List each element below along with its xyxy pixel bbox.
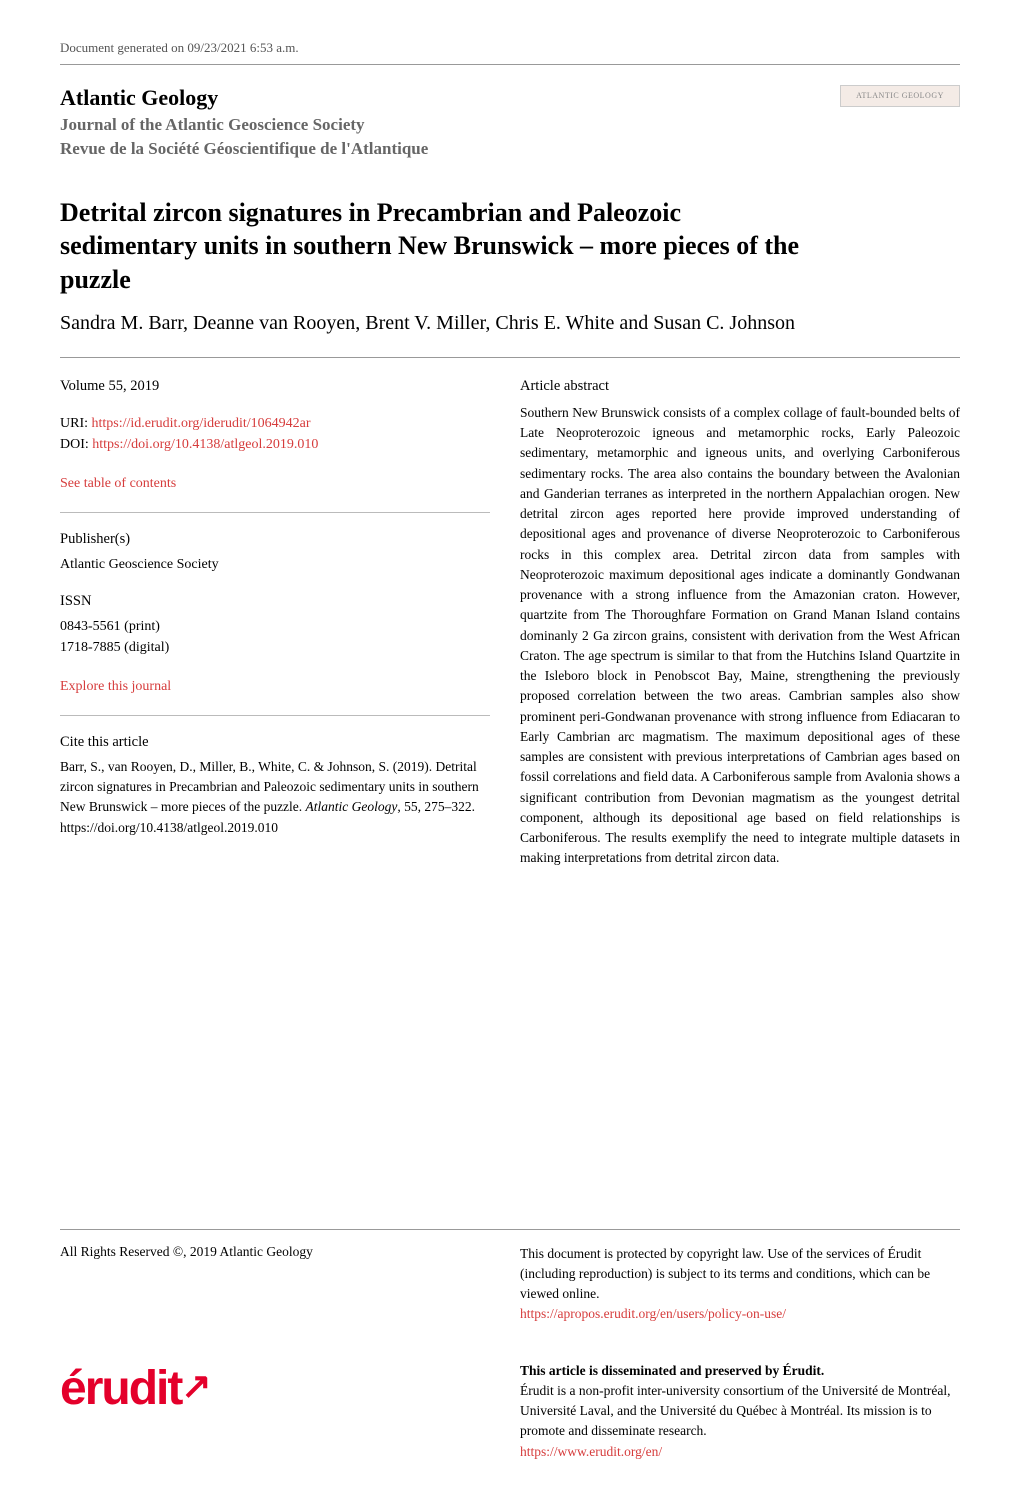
explore-block: Explore this journal bbox=[60, 676, 490, 697]
cite-journal: Atlantic Geology bbox=[306, 799, 398, 814]
explore-link[interactable]: Explore this journal bbox=[60, 679, 171, 694]
left-divider-1 bbox=[60, 512, 490, 513]
protected-block: This document is protected by copyright … bbox=[520, 1244, 960, 1325]
left-divider-2 bbox=[60, 715, 490, 716]
dissem-text: Érudit is a non-profit inter-university … bbox=[520, 1381, 960, 1442]
right-column: Article abstract Southern New Brunswick … bbox=[520, 378, 960, 869]
abstract-label: Article abstract bbox=[520, 378, 960, 395]
footer-right: This document is protected by copyright … bbox=[520, 1244, 960, 1341]
issn-block: ISSN 0843-5561 (print) 1718-7885 (digita… bbox=[60, 593, 490, 658]
article-authors: Sandra M. Barr, Deanne van Rooyen, Brent… bbox=[60, 309, 840, 337]
journal-logo: ATLANTIC GEOLOGY bbox=[840, 85, 960, 107]
issn-print: 0843-5561 (print) bbox=[60, 616, 490, 637]
publisher-text: Atlantic Geoscience Society bbox=[60, 554, 490, 575]
issn-digital: 1718-7885 (digital) bbox=[60, 637, 490, 658]
abstract-text: Southern New Brunswick consists of a com… bbox=[520, 403, 960, 869]
volume-line: Volume 55, 2019 bbox=[60, 378, 490, 395]
journal-subtitle-2: Revue de la Société Géoscientifique de l… bbox=[60, 137, 840, 161]
cite-text: Barr, S., van Rooyen, D., Miller, B., Wh… bbox=[60, 757, 490, 838]
bottom-divider bbox=[60, 1229, 960, 1230]
erudit-logo-text: érudit bbox=[60, 1362, 181, 1415]
erudit-desc: This article is disseminated and preserv… bbox=[520, 1361, 960, 1478]
header-row: Atlantic Geology Journal of the Atlantic… bbox=[60, 85, 960, 161]
doi-link[interactable]: https://doi.org/10.4138/atlgeol.2019.010 bbox=[92, 437, 318, 452]
erudit-arrow-icon: ↗ bbox=[181, 1365, 209, 1407]
publisher-block: Publisher(s) Atlantic Geoscience Society bbox=[60, 531, 490, 575]
top-divider bbox=[60, 64, 960, 65]
toc-link[interactable]: See table of contents bbox=[60, 476, 176, 491]
journal-subtitle-1: Journal of the Atlantic Geoscience Socie… bbox=[60, 113, 840, 137]
dissem-title: This article is disseminated and preserv… bbox=[520, 1361, 960, 1381]
cite-block: Cite this article Barr, S., van Rooyen, … bbox=[60, 734, 490, 838]
protected-text: This document is protected by copyright … bbox=[520, 1244, 960, 1305]
publisher-label: Publisher(s) bbox=[60, 531, 490, 548]
erudit-link[interactable]: https://www.erudit.org/en/ bbox=[520, 1444, 662, 1459]
volume-block: Volume 55, 2019 bbox=[60, 378, 490, 395]
left-column: Volume 55, 2019 URI: https://id.erudit.o… bbox=[60, 378, 490, 869]
doi-label: DOI: bbox=[60, 437, 92, 452]
uri-label: URI: bbox=[60, 416, 92, 431]
erudit-row: érudit↗ This article is disseminated and… bbox=[60, 1361, 960, 1478]
two-column-layout: Volume 55, 2019 URI: https://id.erudit.o… bbox=[60, 378, 960, 869]
footer-row: All Rights Reserved ©, 2019 Atlantic Geo… bbox=[60, 1244, 960, 1341]
document-generated-timestamp: Document generated on 09/23/2021 6:53 a.… bbox=[60, 40, 960, 56]
cite-label: Cite this article bbox=[60, 734, 490, 751]
issn-label: ISSN bbox=[60, 593, 490, 610]
uri-link[interactable]: https://id.erudit.org/iderudit/1064942ar bbox=[92, 416, 311, 431]
journal-block: Atlantic Geology Journal of the Atlantic… bbox=[60, 85, 840, 161]
journal-title: Atlantic Geology bbox=[60, 85, 840, 111]
mid-divider bbox=[60, 357, 960, 358]
doi-line: DOI: https://doi.org/10.4138/atlgeol.201… bbox=[60, 434, 490, 455]
dissem-block: This article is disseminated and preserv… bbox=[520, 1361, 960, 1462]
erudit-logo: érudit↗ bbox=[60, 1361, 490, 1416]
identifiers-block: URI: https://id.erudit.org/iderudit/1064… bbox=[60, 413, 490, 455]
footer-left: All Rights Reserved ©, 2019 Atlantic Geo… bbox=[60, 1244, 490, 1341]
policy-link[interactable]: https://apropos.erudit.org/en/users/poli… bbox=[520, 1306, 786, 1321]
uri-line: URI: https://id.erudit.org/iderudit/1064… bbox=[60, 413, 490, 434]
toc-block: See table of contents bbox=[60, 473, 490, 494]
copyright-text: All Rights Reserved ©, 2019 Atlantic Geo… bbox=[60, 1244, 313, 1259]
article-title: Detrital zircon signatures in Precambria… bbox=[60, 196, 820, 297]
